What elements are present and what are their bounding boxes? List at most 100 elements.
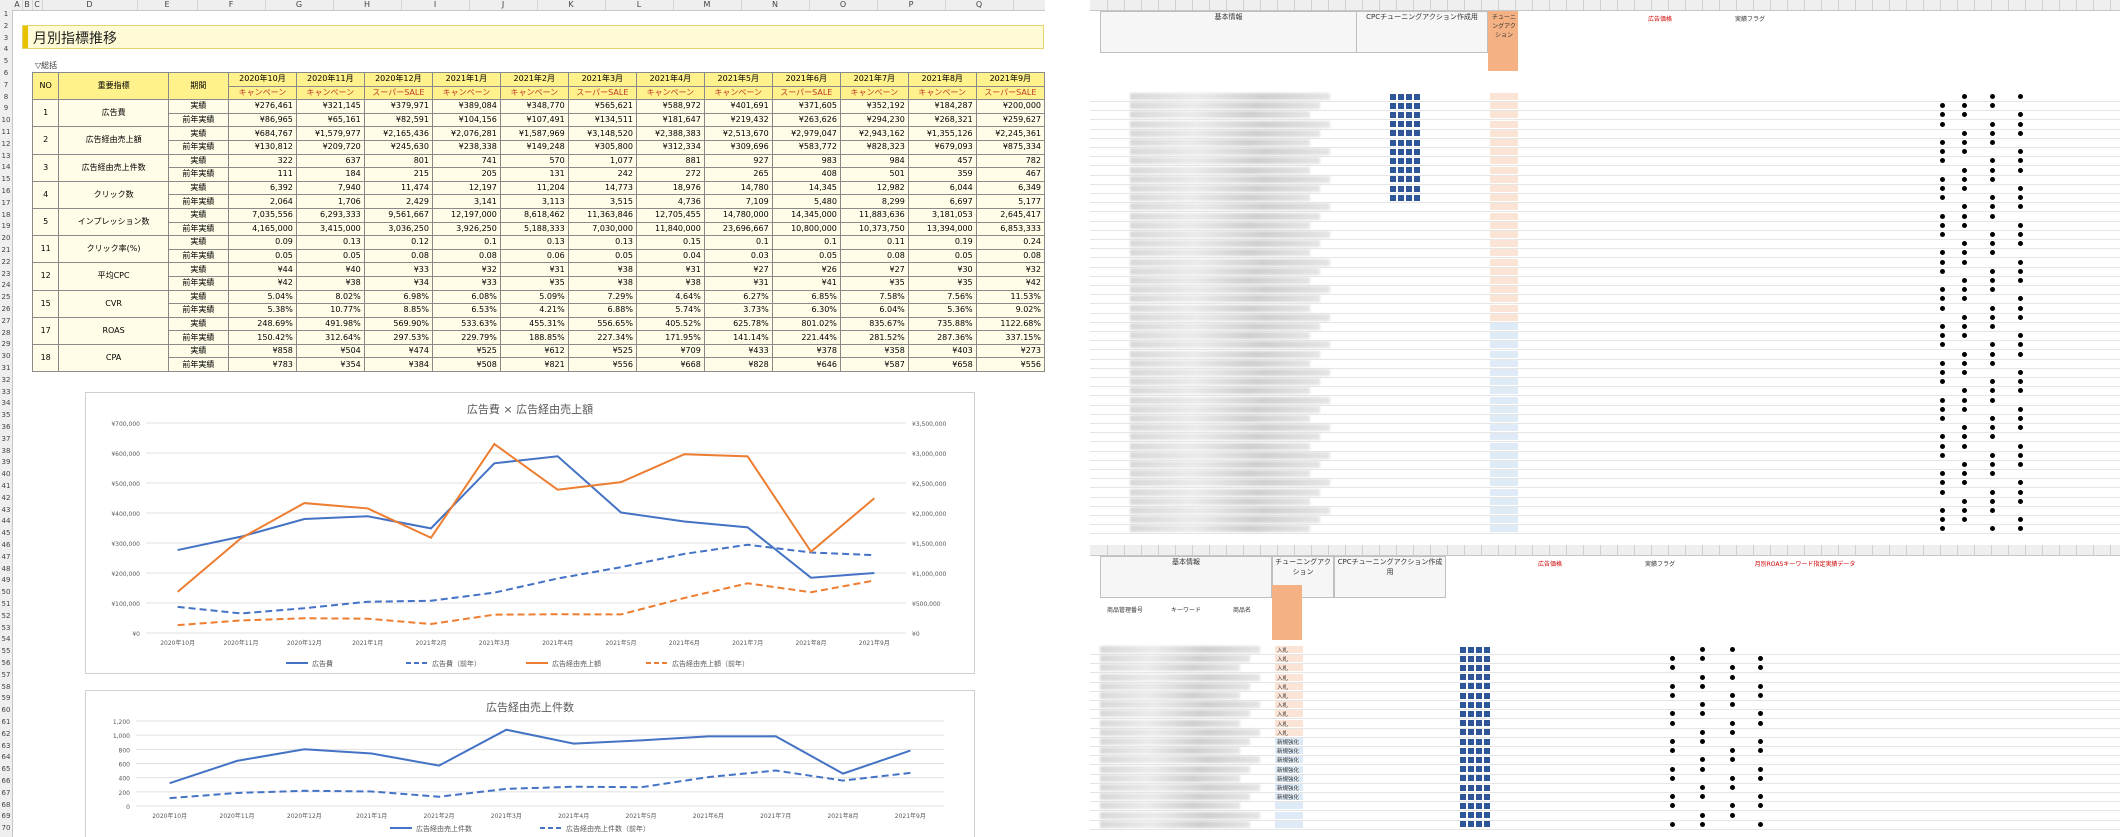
column-letter[interactable] [1906, 545, 1924, 555]
row-number[interactable]: 54 [1, 635, 11, 644]
table-cell[interactable]: 14,345,000 [771, 207, 841, 223]
row-number[interactable]: 28 [1, 328, 11, 337]
table-cell[interactable]: 6,697 [907, 194, 977, 209]
table-cell[interactable]: ¥828,323 [839, 139, 909, 155]
column-letter[interactable] [2059, 545, 2077, 555]
row-number[interactable]: 26 [1, 305, 11, 313]
table-cell[interactable]: 0.13 [499, 235, 569, 250]
table-cell[interactable]: 501 [839, 167, 909, 182]
column-letter[interactable] [1991, 545, 2009, 555]
table-cell[interactable]: 0.12 [363, 235, 433, 250]
table-cell[interactable]: ¥27 [703, 262, 773, 277]
table-cell[interactable]: ¥31 [703, 275, 773, 291]
table-cell[interactable]: 23,696,667 [703, 221, 773, 237]
table-cell[interactable]: ¥403 [907, 343, 977, 359]
row-number[interactable]: 58 [1, 682, 11, 691]
table-cell[interactable]: ¥33 [431, 275, 501, 291]
table-cell[interactable]: 12,197,000 [431, 207, 501, 223]
row-number[interactable]: 10 [1, 116, 11, 125]
table-cell[interactable]: 2,064 [228, 194, 297, 209]
table-cell[interactable]: ¥2,245,361 [975, 126, 1045, 141]
table-cell[interactable]: 13,394,000 [907, 221, 977, 237]
column-letter[interactable] [1804, 545, 1822, 555]
table-cell[interactable]: 637 [295, 153, 365, 169]
column-letter[interactable]: D [42, 0, 138, 10]
table-cell[interactable]: 150.42% [228, 330, 297, 345]
row-number[interactable]: 43 [1, 505, 11, 514]
row-number[interactable]: 35 [1, 411, 11, 420]
table-cell[interactable]: 265 [703, 167, 773, 182]
column-letter[interactable] [1311, 545, 1329, 555]
table-cell[interactable]: 7,109 [703, 194, 773, 209]
table-cell[interactable]: 0.1 [703, 235, 773, 250]
row-number[interactable]: 30 [1, 352, 11, 361]
table-cell[interactable]: 6.30% [771, 303, 841, 318]
column-letter[interactable] [1498, 545, 1516, 555]
column-letter[interactable]: B [22, 0, 33, 10]
table-cell[interactable]: 11,840,000 [635, 221, 705, 237]
table-cell[interactable]: 12,705,455 [635, 207, 705, 223]
row-number[interactable]: 48 [1, 564, 11, 573]
table-cell[interactable]: 5.04% [228, 289, 297, 305]
row-number[interactable]: 2 [3, 21, 9, 30]
table-cell[interactable]: ¥30 [907, 262, 977, 277]
table-cell[interactable]: ¥679,093 [907, 139, 977, 155]
table-cell[interactable]: ¥65,161 [295, 112, 365, 128]
column-letter[interactable] [2093, 0, 2111, 10]
table-cell[interactable]: 0.04 [635, 248, 705, 264]
column-letter[interactable] [1362, 0, 1380, 10]
table-cell[interactable]: ¥508 [431, 357, 501, 373]
row-number[interactable]: 3 [3, 33, 9, 42]
column-letter[interactable] [1889, 545, 1907, 555]
column-letter[interactable] [1158, 0, 1176, 10]
table-cell[interactable]: ¥276,461 [228, 99, 297, 114]
table-cell[interactable]: ¥42 [975, 275, 1045, 291]
table-cell[interactable]: 6,349 [975, 180, 1045, 196]
table-cell[interactable]: 533.63% [431, 316, 501, 332]
column-letter[interactable] [1923, 0, 1941, 10]
table-cell[interactable]: ¥209,720 [295, 139, 365, 155]
row-number[interactable]: 68 [1, 800, 11, 809]
column-letter[interactable] [1515, 0, 1533, 10]
row-number[interactable]: 36 [1, 423, 11, 431]
column-letter[interactable] [1685, 545, 1703, 555]
row-number[interactable]: 32 [1, 375, 11, 384]
table-cell[interactable]: 4,736 [635, 194, 705, 209]
table-cell[interactable]: 10,800,000 [771, 221, 841, 237]
column-letter[interactable] [1957, 545, 1975, 555]
column-letter[interactable] [1447, 545, 1465, 555]
table-cell[interactable]: 14,773 [567, 180, 637, 196]
table-cell[interactable]: ¥86,965 [228, 112, 297, 128]
table-cell[interactable]: ¥321,145 [295, 99, 365, 114]
column-letter[interactable] [1243, 0, 1261, 10]
table-cell[interactable]: ¥32 [431, 262, 501, 277]
table-cell[interactable]: ¥38 [635, 275, 705, 291]
table-cell[interactable]: ¥1,587,969 [499, 126, 569, 141]
table-cell[interactable]: 11,363,846 [567, 207, 637, 223]
table-cell[interactable]: ¥556 [975, 357, 1045, 373]
column-letter[interactable] [1821, 545, 1839, 555]
table-cell[interactable]: ¥612 [499, 343, 569, 359]
table-cell[interactable]: 3,926,250 [431, 221, 501, 237]
table-cell[interactable]: ¥658 [907, 357, 977, 373]
table-cell[interactable]: 6.04% [839, 303, 909, 318]
table-cell[interactable]: 18,976 [635, 180, 705, 196]
table-cell[interactable]: ¥38 [567, 262, 637, 277]
column-letter[interactable] [1872, 545, 1890, 555]
table-cell[interactable]: ¥181,647 [635, 112, 705, 128]
table-cell[interactable]: 7,940 [295, 180, 365, 196]
row-number[interactable]: 67 [1, 788, 11, 797]
table-cell[interactable]: 5.38% [228, 303, 297, 318]
table-cell[interactable]: 984 [839, 153, 909, 169]
table-cell[interactable]: 0.05 [907, 248, 977, 264]
table-cell[interactable]: ¥104,156 [431, 112, 501, 128]
table-cell[interactable]: 0.03 [703, 248, 773, 264]
column-letter[interactable] [1328, 545, 1346, 555]
table-cell[interactable]: 2,645,417 [975, 207, 1045, 223]
table-cell[interactable]: 735.88% [907, 316, 977, 332]
table-cell[interactable]: 0.13 [295, 235, 365, 250]
table-cell[interactable]: ¥821 [499, 357, 569, 373]
table-cell[interactable]: 227.34% [567, 330, 637, 345]
table-cell[interactable]: 5,188,333 [499, 221, 569, 237]
column-letter[interactable] [1855, 0, 1873, 10]
